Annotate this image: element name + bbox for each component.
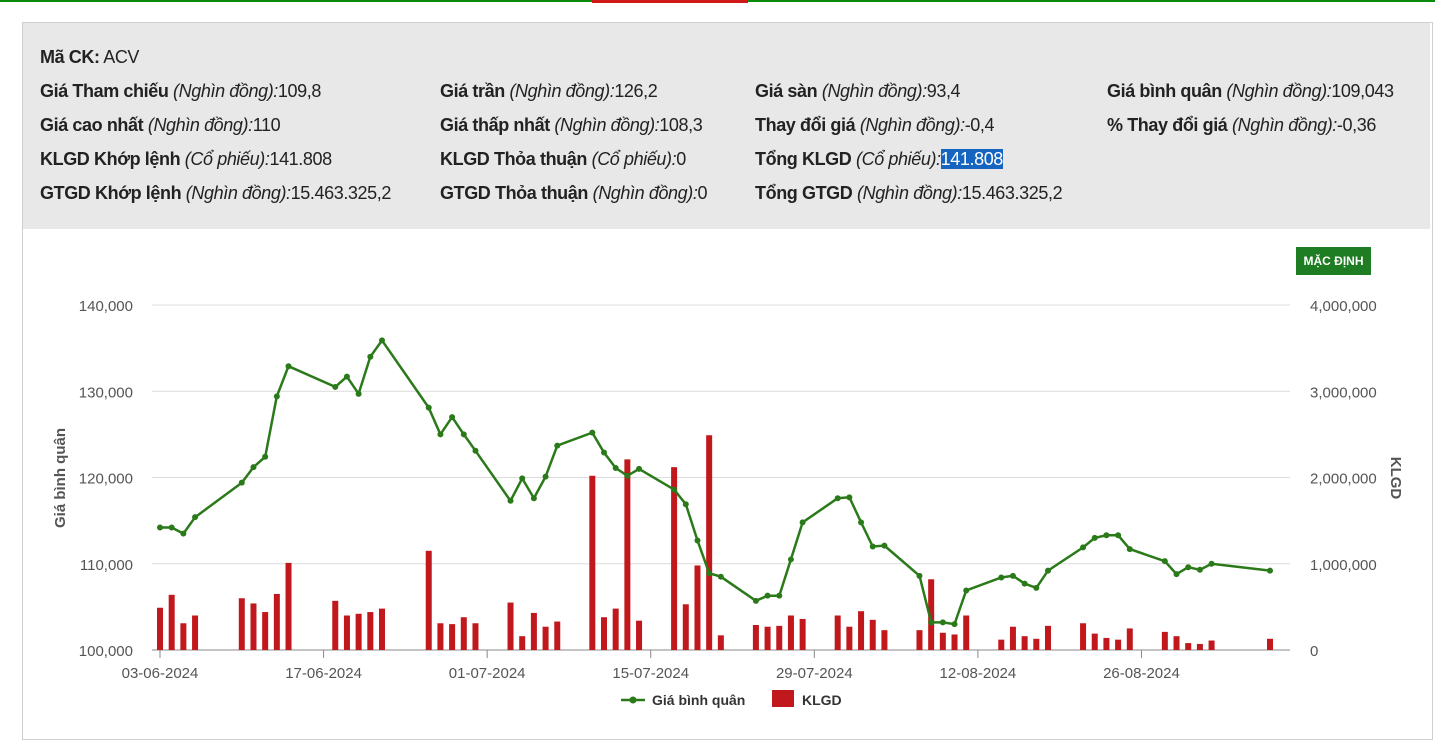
ceiling-price-label: Giá trần <box>440 81 505 101</box>
negotiated-value-value: 0 <box>697 183 708 203</box>
pct-change-unit: (Nghìn đồng): <box>1232 115 1337 135</box>
low-price-unit: (Nghìn đồng): <box>554 115 660 135</box>
negotiated-volume-label: KLGD Thỏa thuận <box>440 149 587 169</box>
high-price-label: Giá cao nhất <box>40 115 144 135</box>
ref-price-label: Giá Tham chiếu <box>40 81 169 101</box>
field-low-price: Giá thấp nhất (Nghìn đồng):108,3 <box>440 115 703 136</box>
stock-info-panel: Mã CK: ACV Giá Tham chiếu (Nghìn đồng):1… <box>23 23 1430 229</box>
avg-price-unit: (Nghìn đồng): <box>1226 81 1332 101</box>
negotiated-value-unit: (Nghìn đồng): <box>592 183 698 203</box>
low-price-value: 108,3 <box>659 115 703 135</box>
pct-change-value: -0,36 <box>1336 115 1376 135</box>
matched-volume-value: 141.808 <box>269 149 332 169</box>
field-matched-value: GTGD Khớp lệnh (Nghìn đồng):15.463.325,2 <box>40 183 391 204</box>
total-value-value: 15.463.325,2 <box>961 183 1063 203</box>
pct-change-label: % Thay đổi giá <box>1107 115 1228 135</box>
field-floor-price: Giá sàn (Nghìn đồng):93,4 <box>755 81 961 102</box>
symbol-label: Mã CK: <box>40 47 100 67</box>
top-accent-tab <box>592 0 748 3</box>
floor-price-value: 93,4 <box>926 81 961 101</box>
negotiated-value-label: GTGD Thỏa thuận <box>440 183 588 203</box>
field-matched-volume: KLGD Khớp lệnh (Cổ phiếu):141.808 <box>40 149 332 170</box>
matched-value-value: 15.463.325,2 <box>290 183 392 203</box>
price-change-value: -0,4 <box>964 115 995 135</box>
avg-price-value: 109,043 <box>1331 81 1394 101</box>
avg-price-label: Giá bình quân <box>1107 81 1222 101</box>
high-price-unit: (Nghìn đồng): <box>147 115 253 135</box>
total-volume-unit: (Cổ phiếu): <box>856 149 941 169</box>
floor-price-label: Giá sàn <box>755 81 818 101</box>
ref-price-unit: (Nghìn đồng): <box>173 81 278 101</box>
field-negotiated-value: GTGD Thỏa thuận (Nghìn đồng):0 <box>440 183 707 204</box>
matched-value-unit: (Nghìn đồng): <box>185 183 291 203</box>
total-value-label: Tổng GTGD <box>755 183 853 203</box>
symbol-value: ACV <box>103 47 140 67</box>
matched-value-label: GTGD Khớp lệnh <box>40 183 182 203</box>
floor-price-unit: (Nghìn đồng): <box>821 81 927 101</box>
symbol-row: Mã CK: ACV <box>40 47 139 68</box>
total-volume-label: Tổng KLGD <box>755 149 852 169</box>
ceiling-price-unit: (Nghìn đồng): <box>509 81 615 101</box>
high-price-value: 110 <box>252 115 281 135</box>
matched-volume-label: KLGD Khớp lệnh <box>40 149 181 169</box>
matched-volume-unit: (Cổ phiếu): <box>184 149 270 169</box>
negotiated-volume-unit: (Cổ phiếu): <box>591 149 677 169</box>
default-button[interactable]: MẶC ĐỊNH <box>1296 247 1371 275</box>
total-value-unit: (Nghìn đồng): <box>857 183 962 203</box>
price-change-label: Thay đổi giá <box>755 115 856 135</box>
field-high-price: Giá cao nhất (Nghìn đồng):110 <box>40 115 281 136</box>
field-total-value: Tổng GTGD (Nghìn đồng):15.463.325,2 <box>755 183 1063 204</box>
ref-price-value: 109,8 <box>277 81 321 101</box>
field-negotiated-volume: KLGD Thỏa thuận (Cổ phiếu):0 <box>440 149 686 170</box>
field-ceiling-price: Giá trần (Nghìn đồng):126,2 <box>440 81 658 102</box>
price-change-unit: (Nghìn đồng): <box>859 115 965 135</box>
field-pct-change: % Thay đổi giá (Nghìn đồng):-0,36 <box>1107 115 1376 136</box>
field-ref-price: Giá Tham chiếu (Nghìn đồng):109,8 <box>40 81 321 102</box>
low-price-label: Giá thấp nhất <box>440 115 550 135</box>
total-volume-value: 141.808 <box>940 149 1003 169</box>
ceiling-price-value: 126,2 <box>614 81 658 101</box>
field-total-volume: Tổng KLGD (Cổ phiếu):141.808 <box>755 149 1003 170</box>
negotiated-volume-value: 0 <box>676 149 686 169</box>
field-price-change: Thay đổi giá (Nghìn đồng):-0,4 <box>755 115 995 136</box>
field-avg-price: Giá bình quân (Nghìn đồng):109,043 <box>1107 81 1394 102</box>
